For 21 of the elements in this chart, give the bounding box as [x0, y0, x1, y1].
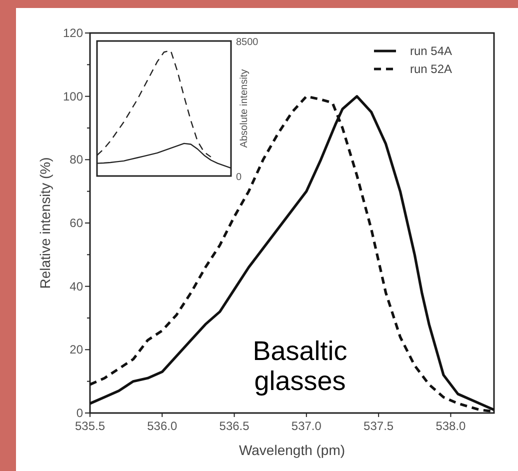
y-tick-label: 0 — [236, 172, 242, 183]
y-tick-label: 20 — [70, 342, 84, 357]
y-tick-label: 60 — [70, 216, 84, 230]
annotation: Basaltic glasses — [252, 336, 348, 396]
y-tick-label: 120 — [62, 26, 84, 40]
y-tick-label: 8500 — [236, 37, 259, 48]
y-tick-label: 0 — [76, 406, 84, 420]
x-axis-title: Wavelength (pm) — [238, 442, 346, 458]
y-tick-label: 40 — [70, 279, 84, 294]
legend-label: run 52A — [410, 62, 452, 76]
x-tick-label: 536.0 — [147, 419, 178, 433]
y-tick-label: 100 — [62, 89, 84, 104]
y-axis-title: Relative intensity (%) — [37, 157, 53, 289]
x-tick-label: 537.5 — [364, 419, 394, 433]
x-tick-label: 538.0 — [436, 419, 466, 433]
legend-label: run 54A — [410, 44, 452, 58]
y-tick-label: 80 — [70, 152, 84, 167]
x-tick-label: 536.5 — [219, 419, 250, 433]
x-tick-label: 535.5 — [74, 419, 106, 433]
y-axis-title: Absolute intensity — [239, 69, 250, 148]
x-tick-label: 537.0 — [291, 419, 322, 433]
